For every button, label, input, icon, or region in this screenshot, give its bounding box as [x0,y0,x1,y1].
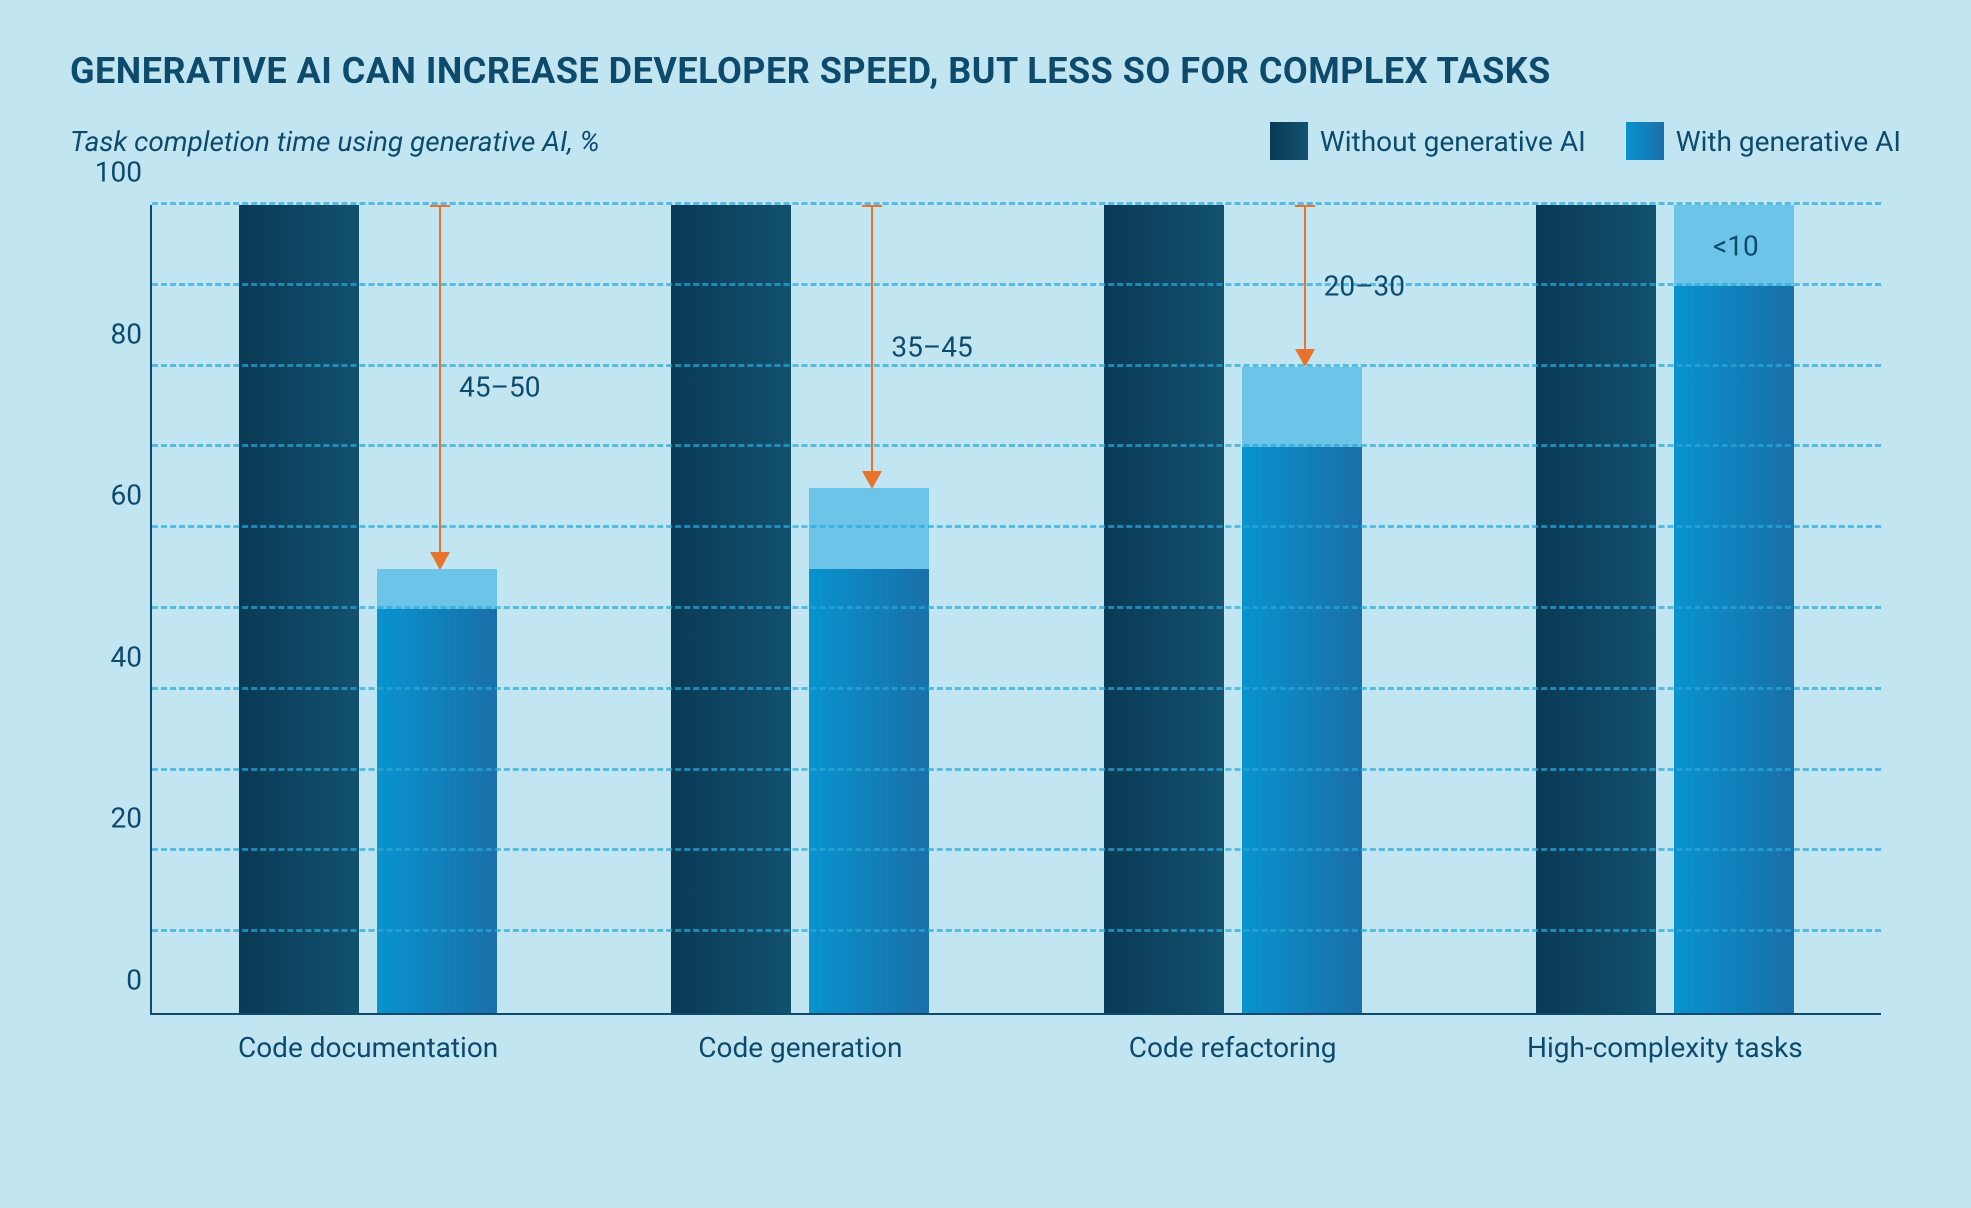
x-category-label: Code refactoring [1017,1031,1449,1064]
bar-with-lower [377,609,497,1013]
y-tick-label: 80 [82,317,142,350]
gridline [152,687,1881,690]
bar-without [1536,205,1656,1013]
gridline [152,525,1881,528]
chart-title: GENERATIVE AI CAN INCREASE DEVELOPER SPE… [70,50,1901,92]
gridline [152,364,1881,367]
gridline [152,606,1881,609]
chart-subtitle: Task completion time using generative AI… [70,125,599,158]
bar-with-lower [1674,286,1794,1013]
reduction-label: 35–45 [891,330,972,363]
plot-area: Code documentationCode generationCode re… [150,205,1881,1015]
bar-with-lower [809,569,929,1013]
bar-without [239,205,359,1013]
legend-item-without: Without generative AI [1270,122,1586,160]
x-category-label: Code documentation [152,1031,584,1064]
bar-with-upper [377,569,497,609]
bar-groups: Code documentationCode generationCode re… [152,205,1881,1013]
gridline [152,929,1881,932]
bar-without [1104,205,1224,1013]
bar-with [1674,205,1794,1013]
gridline [152,444,1881,447]
bar-group: Code documentation [152,205,584,1013]
legend-label-without: Without generative AI [1320,125,1586,158]
legend-swatch-without [1270,122,1308,160]
x-category-label: High-complexity tasks [1449,1031,1881,1064]
header-row: Task completion time using generative AI… [70,122,1901,160]
gridline [152,848,1881,851]
chart: Code documentationCode generationCode re… [150,195,1881,1085]
gridline [152,202,1881,205]
y-tick-label: 20 [82,802,142,835]
reduction-label: 20–30 [1324,270,1405,303]
legend-item-with: With generative AI [1626,122,1901,160]
bar-with-lower [1242,447,1362,1013]
y-tick-label: 40 [82,640,142,673]
reduction-label: <10 [1713,229,1759,262]
bar-group: Code refactoring [1017,205,1449,1013]
y-tick-label: 0 [82,964,142,997]
legend-label-with: With generative AI [1676,125,1901,158]
bar-with [377,569,497,1013]
y-tick-label: 60 [82,479,142,512]
gridline [152,768,1881,771]
bar-group: High-complexity tasks [1449,205,1881,1013]
x-category-label: Code generation [584,1031,1016,1064]
legend-swatch-with [1626,122,1664,160]
y-tick-label: 100 [82,156,142,189]
bar-without [671,205,791,1013]
bar-group: Code generation [584,205,1016,1013]
bar-with-upper [1242,367,1362,448]
legend: Without generative AI With generative AI [1270,122,1901,160]
reduction-label: 45–50 [459,371,540,404]
gridline [152,283,1881,286]
bar-with-upper [809,488,929,569]
bar-with [809,488,929,1013]
